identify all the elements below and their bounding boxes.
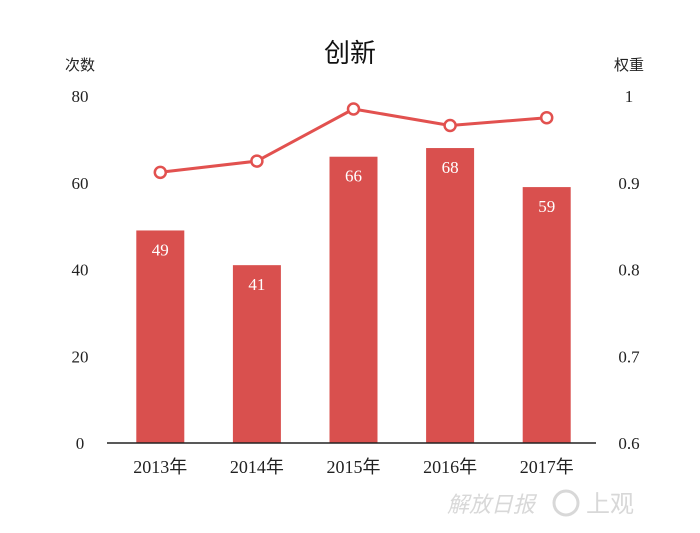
- category-labels: 2013年 2014年 2015年 2016年 2017年: [133, 457, 573, 477]
- watermark: 解放日报 上观: [447, 489, 634, 518]
- line-point: [250, 154, 264, 168]
- category-label: 2014年: [230, 457, 284, 477]
- right-axis-ticks: 0.6 0.7 0.8 0.9 1: [618, 87, 640, 453]
- line-point: [539, 110, 554, 125]
- chart-title: 创新: [324, 39, 376, 69]
- right-tick-label: 0.6: [618, 434, 639, 453]
- right-tick-label: 0.9: [618, 174, 639, 193]
- bar: [426, 148, 475, 444]
- bar-data-label: 66: [345, 167, 362, 186]
- bar-data-label: 59: [538, 197, 555, 216]
- line-series: [153, 102, 554, 180]
- left-axis-ticks: 0 20 40 60 80: [72, 87, 89, 453]
- watermark-left-text: 解放日报: [447, 493, 538, 518]
- bar-data-label: 49: [152, 240, 169, 259]
- left-tick-label: 60: [72, 174, 89, 193]
- right-tick-label: 0.7: [618, 347, 640, 366]
- bar: [136, 230, 185, 443]
- left-tick-label: 0: [76, 434, 85, 453]
- watermark-right-text: 上观: [586, 490, 634, 518]
- line-point: [346, 102, 361, 116]
- bar-data-label: 41: [248, 275, 265, 294]
- category-label: 2016年: [423, 457, 477, 477]
- category-label: 2015年: [327, 457, 381, 477]
- bar: [329, 156, 378, 443]
- line-point: [443, 118, 457, 133]
- bar-series: 49 41 66 68 59: [136, 148, 571, 444]
- bar: [522, 187, 571, 443]
- left-axis-title: 次数: [65, 56, 95, 74]
- right-tick-label: 1: [625, 87, 634, 106]
- left-tick-label: 80: [72, 87, 89, 106]
- category-label: 2013年: [133, 457, 187, 477]
- right-tick-label: 0.8: [618, 261, 639, 280]
- left-tick-label: 40: [72, 261, 89, 280]
- right-axis-title: 权重: [614, 56, 644, 74]
- line-point: [153, 165, 168, 180]
- watermark-logo-icon: [552, 489, 580, 517]
- left-tick-label: 20: [72, 347, 89, 366]
- bar: [232, 265, 281, 443]
- bar-data-label: 68: [442, 158, 459, 177]
- category-label: 2017年: [520, 457, 574, 477]
